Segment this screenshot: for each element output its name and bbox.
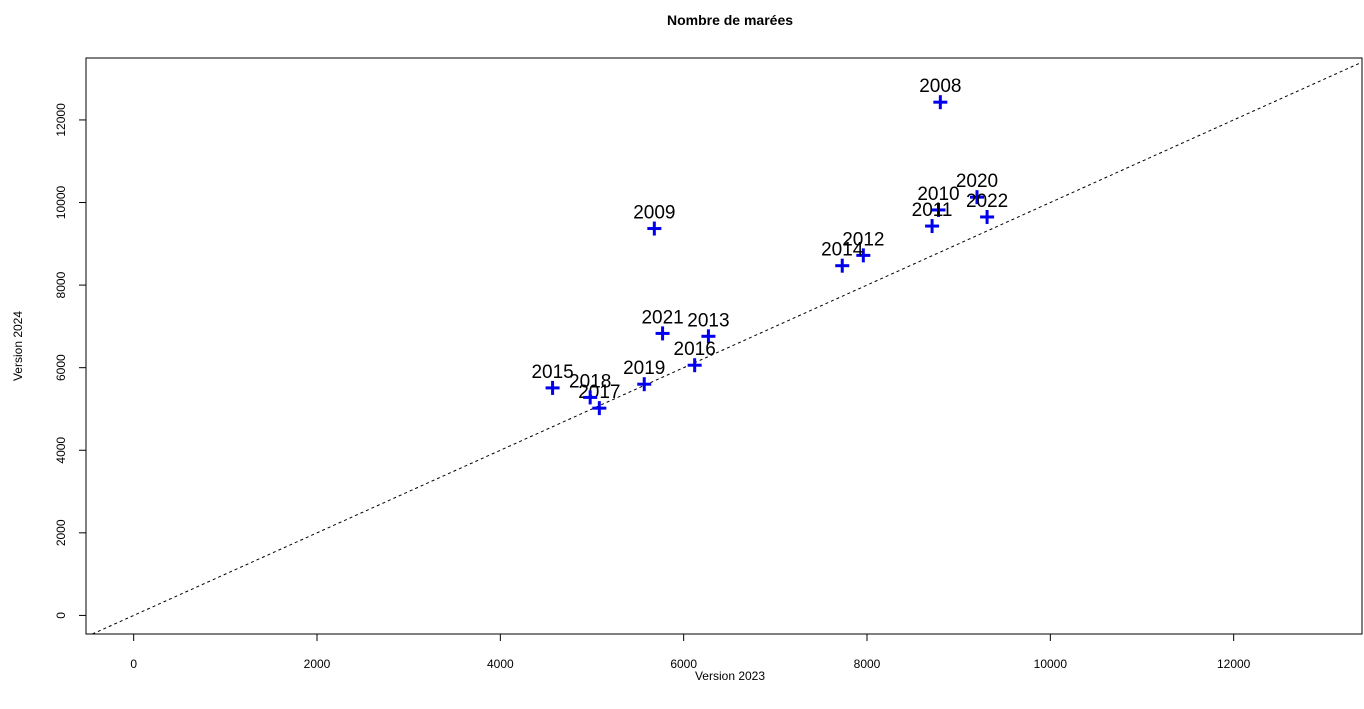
point-label: 2011	[912, 200, 953, 221]
point-label: 2021	[641, 307, 683, 328]
y-tick-label: 6000	[54, 354, 68, 381]
y-tick-label: 4000	[54, 437, 68, 464]
point-label: 2022	[966, 191, 1008, 212]
x-tick-label: 2000	[304, 657, 331, 671]
data-point: 2015	[531, 362, 574, 395]
point-label: 2020	[956, 171, 998, 192]
y-tick-label: 10000	[54, 186, 68, 220]
point-label: 2012	[842, 229, 884, 250]
data-point: 2016	[674, 339, 716, 373]
point-label: 2008	[919, 76, 961, 97]
y-axis-title: Version 2024	[11, 311, 25, 381]
data-point: 2014	[821, 240, 864, 273]
data-point: 2012	[842, 229, 884, 263]
plot-frame	[85, 57, 1363, 635]
data-point: 2011	[912, 200, 953, 234]
data-point: 2019	[623, 358, 665, 392]
points-layer: 2008200920102011201220132014201520162017…	[531, 76, 1008, 416]
x-tick-label: 6000	[670, 657, 697, 671]
data-point: 2013	[687, 310, 730, 344]
y-tick-label: 8000	[54, 271, 68, 298]
data-point: 2022	[966, 191, 1008, 224]
x-axis-title: Version 2023	[695, 669, 765, 683]
y-axis: 0 2000 4000 6000 8000 10000 12000	[54, 103, 87, 619]
chart-title: Nombre de marées	[667, 12, 793, 28]
point-label: 2018	[569, 371, 611, 392]
point-label: 2016	[674, 339, 716, 360]
x-tick-label: 8000	[854, 657, 881, 671]
x-tick-label: 0	[130, 657, 137, 671]
data-point: 2021	[641, 307, 684, 341]
point-label: 2015	[531, 362, 573, 383]
data-point: 2009	[633, 203, 675, 236]
x-tick-label: 12000	[1217, 657, 1251, 671]
x-tick-label: 4000	[487, 657, 514, 671]
data-point: 2020	[956, 171, 998, 205]
point-label: 2014	[821, 240, 864, 261]
y-tick-label: 0	[54, 612, 68, 619]
data-point: 2010	[917, 184, 960, 217]
x-tick-label: 10000	[1034, 657, 1068, 671]
y-tick-label: 12000	[54, 103, 68, 137]
point-label: 2009	[633, 203, 675, 224]
point-label: 2013	[687, 310, 729, 331]
x-axis: 0 2000 4000 6000 8000 10000 12000	[130, 633, 1251, 671]
point-label: 2019	[623, 358, 665, 379]
y-tick-label: 2000	[54, 519, 68, 546]
data-point: 2018	[569, 371, 611, 405]
reference-line-layer	[92, 61, 1363, 635]
data-point: 2008	[919, 76, 961, 110]
point-label: 2010	[917, 184, 959, 205]
reference-line	[92, 61, 1363, 635]
